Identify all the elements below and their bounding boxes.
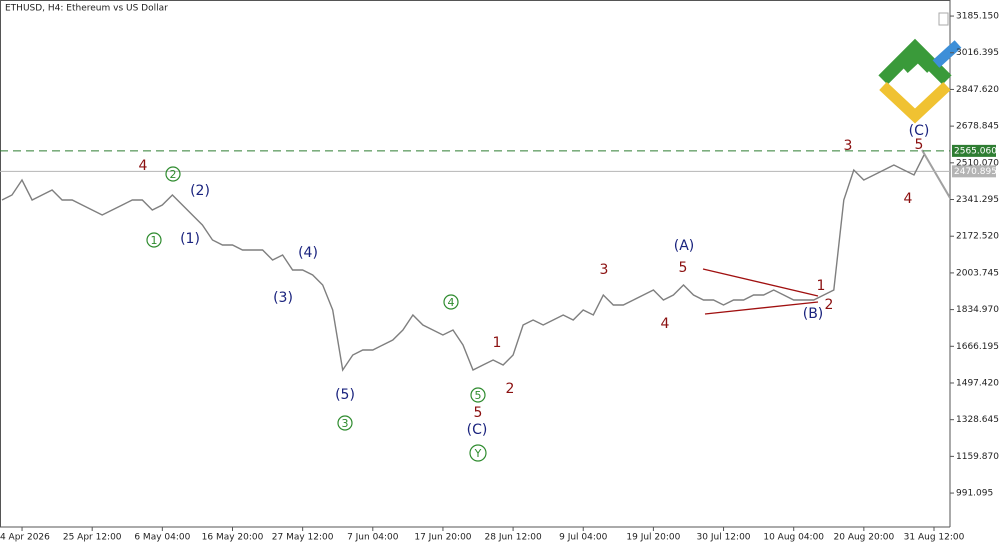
wave-label: (C) xyxy=(909,123,930,139)
y-tick-label: 1328.645 xyxy=(956,415,999,425)
x-tick-label: 7 Jun 04:00 xyxy=(347,533,399,543)
wave-label: (4) xyxy=(298,245,318,261)
projection xyxy=(921,149,950,200)
wave-label: 4 xyxy=(661,316,670,332)
wave-label: 1 xyxy=(493,335,502,351)
x-tick-label: 27 May 12:00 xyxy=(272,533,334,543)
logo xyxy=(878,38,962,124)
x-tick-label: 16 May 20:00 xyxy=(202,533,264,543)
wave-label: 3 xyxy=(342,417,349,430)
wave-label: 1 xyxy=(817,278,826,294)
triangle-upper xyxy=(702,268,819,297)
x-tick-label: 20 Aug 20:00 xyxy=(834,533,895,543)
level-label-box xyxy=(952,144,996,157)
logo-yellow xyxy=(879,81,951,124)
wave-label: (5) xyxy=(335,387,355,403)
wave-label: 4 xyxy=(904,191,913,207)
x-tick-label: 28 Jun 12:00 xyxy=(485,533,542,543)
triangle-lower xyxy=(704,301,819,315)
x-tick-label: 17 Jun 20:00 xyxy=(414,533,471,543)
y-tick-label: 2847.620 xyxy=(956,85,999,95)
wave-label: 5 xyxy=(915,137,924,153)
x-tick-label: 9 Jul 04:00 xyxy=(559,533,608,543)
wave-label: 2 xyxy=(170,168,177,181)
wave-label: 4 xyxy=(448,296,455,309)
level-label: 2470.895 xyxy=(954,167,997,177)
wave-label: (C) xyxy=(467,422,488,438)
logo-green-inner xyxy=(902,52,933,73)
y-tick-label: 1159.870 xyxy=(956,452,999,462)
level-label: 2565.060 xyxy=(954,146,997,156)
chart-title: ETHUSD, H4: Ethereum vs US Dollar xyxy=(5,4,168,14)
x-tick-label: 19 Jul 20:00 xyxy=(626,533,680,543)
wave-label: 5 xyxy=(474,405,483,421)
wave-circle xyxy=(165,166,181,182)
wave-label: 1 xyxy=(151,234,158,247)
wave-label: 5 xyxy=(475,389,482,402)
y-tick-label: 991.095 xyxy=(956,489,993,499)
wave-label: 5 xyxy=(679,260,688,276)
wave-label: (A) xyxy=(674,238,695,254)
wave-label: (B) xyxy=(803,306,824,322)
logo-blue xyxy=(932,40,962,68)
y-tick-label: 3016.395 xyxy=(956,48,999,58)
y-tick-label: 2172.520 xyxy=(956,232,999,242)
wave-circle xyxy=(337,415,353,431)
x-tick-label: 25 Apr 12:00 xyxy=(63,533,122,543)
x-tick-label: 6 May 04:00 xyxy=(134,533,190,543)
logo-green xyxy=(878,38,952,85)
wave-circle xyxy=(470,387,486,403)
wave-label: (2) xyxy=(190,183,210,199)
y-tick-label: 1497.420 xyxy=(956,378,999,388)
wave-label: 4 xyxy=(139,158,148,174)
wave-label: Y xyxy=(474,447,482,460)
y-tick-label: 2678.845 xyxy=(956,122,999,132)
price-line xyxy=(1,154,925,372)
wave-label: 3 xyxy=(600,262,609,278)
icon xyxy=(938,12,949,26)
wave-label: 3 xyxy=(844,138,853,154)
wave-label: (3) xyxy=(273,290,293,306)
wave-circle xyxy=(146,232,162,248)
plot-area xyxy=(0,149,950,372)
x-tick-label: 30 Jul 12:00 xyxy=(697,533,751,543)
x-tick-label: 10 Aug 04:00 xyxy=(763,533,824,543)
level-label-box xyxy=(952,165,996,178)
wave-circle xyxy=(443,294,459,310)
wave-circle xyxy=(469,444,487,462)
wave-label: 2 xyxy=(825,297,834,313)
y-tick-label: 2003.745 xyxy=(956,268,999,278)
y-tick-label: 1666.195 xyxy=(956,342,999,352)
x-tick-label: 31 Aug 12:00 xyxy=(904,533,965,543)
wave-label: (1) xyxy=(180,231,200,247)
y-tick-label: 1834.970 xyxy=(956,305,999,315)
y-tick-label: 3185.150 xyxy=(956,12,999,22)
x-tick-label: 14 Apr 2026 xyxy=(0,533,50,543)
y-tick-label: 2341.295 xyxy=(956,195,999,205)
y-tick-label: 2510.070 xyxy=(956,158,999,168)
wave-label: 2 xyxy=(506,381,515,397)
